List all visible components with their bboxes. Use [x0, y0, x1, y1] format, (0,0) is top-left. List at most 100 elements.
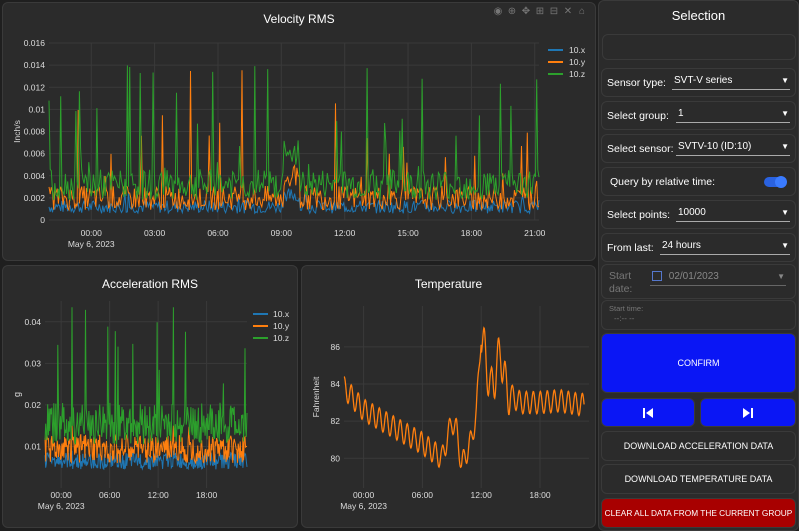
- confirm-button[interactable]: CONFIRM: [601, 333, 796, 393]
- zoom-icon[interactable]: ⊕: [507, 6, 517, 17]
- y-tick-label: 0.02: [24, 400, 41, 410]
- start-time-label: Start time:: [609, 304, 644, 313]
- y-axis-title: Fahrenheit: [311, 376, 321, 417]
- x-sub-label: May 6, 2023: [68, 239, 115, 249]
- download-acceleration-button[interactable]: DOWNLOAD ACCELERATION DATA: [601, 431, 796, 461]
- skip-next-icon: [743, 407, 753, 418]
- y-tick-label: 0.014: [24, 60, 46, 70]
- y-tick-label: 84: [331, 379, 341, 389]
- sidebar-title: Selection: [671, 8, 726, 23]
- sensor-type-select[interactable]: SVT-V series ▼: [672, 74, 790, 90]
- skip-previous-icon: [643, 407, 653, 418]
- x-sub-label: May 6, 2023: [38, 501, 85, 511]
- points-label: Select points:: [607, 209, 671, 221]
- sidebar-empty-box: [602, 34, 796, 60]
- temperature-line: [343, 326, 585, 469]
- y-tick-label: 82: [331, 416, 341, 426]
- y-tick-label: 0.016: [24, 38, 46, 48]
- group-select[interactable]: 1 ▼: [676, 107, 790, 123]
- start-date-picker[interactable]: 02/01/2023 ▼: [650, 270, 786, 286]
- relative-time-label: Query by relative time:: [610, 176, 716, 188]
- clear-all-data-button[interactable]: CLEAR ALL DATA FROM THE CURRENT GROUP: [601, 498, 796, 528]
- y-tick-label: 0.04: [24, 317, 41, 327]
- points-value: 10000: [678, 207, 706, 218]
- camera-icon[interactable]: ◉: [493, 6, 503, 17]
- x-tick-label: 00:00: [353, 490, 375, 500]
- series-10y-line: [44, 425, 248, 465]
- x-tick-label: 03:00: [144, 228, 166, 238]
- relative-time-toggle[interactable]: [764, 176, 787, 188]
- group-row: Select group: 1 ▼: [601, 101, 796, 130]
- clear-all-data-label: CLEAR ALL DATA FROM THE CURRENT GROUP: [604, 508, 793, 518]
- series-10z-line: [44, 307, 248, 445]
- calendar-icon: [652, 271, 662, 282]
- x-tick-label: 15:00: [397, 228, 419, 238]
- x-tick-label: 09:00: [271, 228, 293, 238]
- y-tick-label: 0.002: [24, 193, 46, 203]
- from-last-row: From last: 24 hours ▼: [601, 233, 796, 262]
- start-date-label-line1: Start: [609, 270, 632, 282]
- y-tick-label: 0.004: [24, 171, 46, 181]
- chevron-down-icon: ▼: [781, 76, 789, 85]
- next-button[interactable]: [700, 398, 796, 427]
- sensor-row: Select sensor: SVTV-10 (ID:10) ▼: [601, 134, 796, 163]
- home-icon[interactable]: ⌂: [578, 6, 586, 17]
- sensor-type-value: SVT-V series: [674, 75, 733, 86]
- chart-modebar: ◉ ⊕ ✥ ⊞ ⊟ ✕ ⌂: [493, 7, 587, 17]
- acceleration-chart[interactable]: 0.01 0.02 0.03 0.04 g 00:00 06:00 12:00 18:00 May…: [3, 266, 297, 527]
- series-10x-line: [44, 450, 248, 471]
- x-tick-label: 21:00: [524, 228, 546, 238]
- x-tick-label: 06:00: [207, 228, 229, 238]
- previous-button[interactable]: [601, 398, 695, 427]
- temperature-chart-title: Temperature: [414, 277, 483, 291]
- start-date-value: 02/01/2023: [668, 271, 719, 282]
- velocity-chart[interactable]: 0 0.002 0.004 0.006 0.008 0.01 0.012 0.014 0.016…: [3, 3, 595, 260]
- temperature-chart-panel: Temperature 80 82 84 86 Fahrenheit 00:00 06:00…: [301, 265, 596, 528]
- autoscale-icon[interactable]: ✕: [563, 6, 573, 17]
- download-acceleration-label: DOWNLOAD ACCELERATION DATA: [623, 441, 774, 451]
- y-axis-title: Inch/s: [12, 120, 22, 143]
- x-tick-label: 12:00: [147, 490, 169, 500]
- legend-label: 10.y: [273, 321, 290, 331]
- acceleration-chart-panel: Acceleration RMS 0.01 0.02 0.03 0.04 g 00:00 0…: [2, 265, 298, 528]
- download-temperature-button[interactable]: DOWNLOAD TEMPERATURE DATA: [601, 464, 796, 494]
- zoom-out-icon[interactable]: ⊟: [549, 6, 559, 17]
- points-select[interactable]: 10000 ▼: [676, 206, 790, 222]
- series-10y-line: [48, 70, 540, 212]
- chevron-down-icon: ▼: [781, 241, 789, 250]
- sensor-select[interactable]: SVTV-10 (ID:10) ▼: [676, 140, 790, 156]
- x-tick-label: 00:00: [81, 228, 103, 238]
- zoom-in-icon[interactable]: ⊞: [535, 6, 545, 17]
- legend-label: 10.z: [273, 333, 289, 343]
- start-date-row: Start date: 02/01/2023 ▼: [601, 264, 796, 299]
- chevron-down-icon: ▼: [777, 272, 785, 281]
- y-tick-label: 0.012: [24, 82, 46, 92]
- legend-label: 10.z: [569, 69, 585, 79]
- y-tick-label: 0.008: [24, 127, 46, 137]
- pan-icon[interactable]: ✥: [521, 6, 531, 17]
- x-tick-label: 12:00: [471, 490, 493, 500]
- confirm-label: CONFIRM: [677, 358, 720, 368]
- sensor-type-row: Sensor type: SVT-V series ▼: [601, 68, 796, 97]
- relative-time-row: Query by relative time:: [601, 167, 796, 196]
- acceleration-chart-title: Acceleration RMS: [101, 277, 199, 291]
- y-tick-label: 86: [331, 342, 341, 352]
- series-10x-line: [48, 188, 540, 215]
- y-tick-label: 0.03: [24, 358, 41, 368]
- start-time-row: Start time: --:-- --: [601, 300, 796, 330]
- velocity-chart-title: Velocity RMS: [263, 12, 335, 26]
- group-value: 1: [678, 108, 684, 119]
- x-sub-label: May 6, 2023: [340, 501, 387, 511]
- from-last-label: From last:: [607, 242, 654, 254]
- temperature-chart[interactable]: 80 82 84 86 Fahrenheit 00:00 06:00 12:00 18:00 Ma…: [302, 266, 595, 527]
- points-row: Select points: 10000 ▼: [601, 200, 796, 229]
- y-tick-label: 0.01: [28, 104, 45, 114]
- chevron-down-icon: ▼: [781, 109, 789, 118]
- y-tick-label: 0: [40, 215, 45, 225]
- y-axis-title: g: [12, 392, 22, 397]
- from-last-value: 24 hours: [662, 240, 701, 251]
- start-time-input[interactable]: --:-- --: [614, 314, 635, 323]
- from-last-select[interactable]: 24 hours ▼: [660, 239, 790, 255]
- x-tick-label: 18:00: [461, 228, 483, 238]
- x-tick-label: 12:00: [334, 228, 356, 238]
